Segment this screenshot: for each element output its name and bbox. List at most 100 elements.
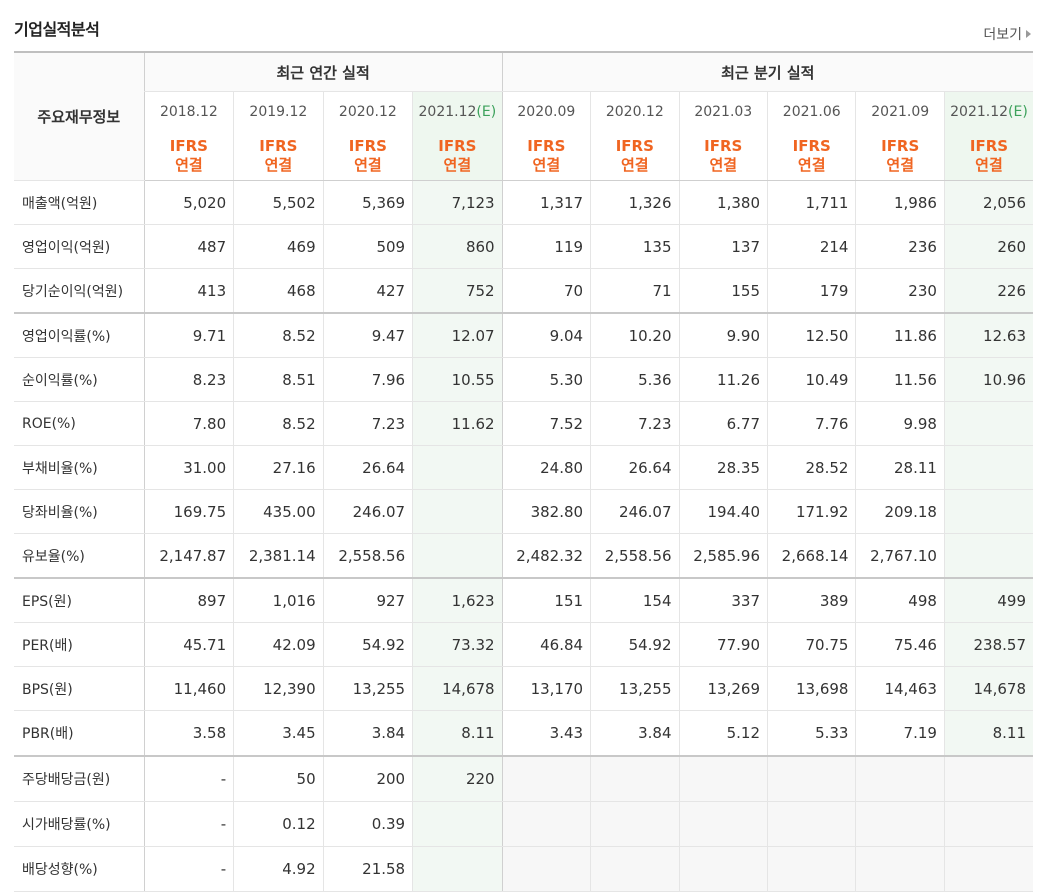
value-cell: 11.56 <box>855 357 945 402</box>
value-cell: 11.26 <box>678 357 768 402</box>
value-cell: 179 <box>766 268 856 314</box>
row-label: 매출액(억원) <box>14 180 145 225</box>
value-cell: 3.58 <box>143 710 234 757</box>
value-cell: 12.07 <box>412 312 503 358</box>
ifrs-label: IFRS <box>704 137 743 155</box>
value-cell <box>943 489 1033 534</box>
value-cell: 5.30 <box>501 357 591 402</box>
value-cell: 171.92 <box>766 489 856 534</box>
value-cell: 70 <box>501 268 591 314</box>
row-label: 순이익률(%) <box>14 357 145 402</box>
row-label: 영업이익(억원) <box>14 224 145 269</box>
value-cell: 2,767.10 <box>855 533 945 579</box>
period-label: 2021.09 <box>871 104 930 120</box>
value-cell: 28.11 <box>855 445 945 490</box>
value-cell <box>678 801 768 847</box>
value-cell: 11.62 <box>412 401 503 446</box>
value-cell: 499 <box>943 577 1033 623</box>
value-cell: 194.40 <box>678 489 768 534</box>
value-cell: 752 <box>412 268 503 314</box>
period-label: 2020.09 <box>517 104 576 120</box>
value-cell: 2,056 <box>943 180 1033 225</box>
period-header: 2021.09 <box>855 91 945 132</box>
value-cell: 2,482.32 <box>501 533 591 579</box>
value-cell <box>590 755 680 802</box>
value-cell: 2,558.56 <box>590 533 680 579</box>
row-label: 배당성향(%) <box>14 846 145 892</box>
value-cell: 9.98 <box>855 401 945 446</box>
value-cell: 9.47 <box>322 312 413 358</box>
value-cell: 12,390 <box>233 666 324 711</box>
value-cell: 27.16 <box>233 445 324 490</box>
value-cell: 3.84 <box>322 710 413 757</box>
period-label: 2021.03 <box>694 104 753 120</box>
value-cell: 7.52 <box>501 401 591 446</box>
value-cell: 236 <box>855 224 945 269</box>
value-cell <box>855 755 945 802</box>
value-cell: 469 <box>233 224 324 269</box>
table-row: 순이익률(%) 8.23 8.51 7.96 10.55 5.30 5.36 11.26 10.… <box>14 357 1033 402</box>
more-link[interactable]: 더보기 <box>983 24 1031 44</box>
consolidated-label: 연결 <box>975 156 1003 174</box>
value-cell: 7,123 <box>412 180 503 225</box>
value-cell: 260 <box>943 224 1033 269</box>
table-row: 매출액(억원) 5,020 5,502 5,369 7,123 1,317 1,326 1,3… <box>14 180 1033 225</box>
value-cell: 10.49 <box>766 357 856 402</box>
table-row: 배당성향(%) -4.92 21.58 <box>14 846 1033 892</box>
value-cell: 155 <box>678 268 768 314</box>
value-cell: 137 <box>678 224 768 269</box>
value-cell <box>943 755 1033 802</box>
value-cell <box>590 801 680 847</box>
value-cell: 10.20 <box>590 312 680 358</box>
table-row: PBR(배) 3.58 3.45 3.84 8.11 3.43 3.84 5.12 5.33 7.… <box>14 710 1033 757</box>
value-cell: - <box>143 755 234 802</box>
period-header: 2020.12 <box>590 91 680 132</box>
value-cell <box>943 801 1033 847</box>
consolidated-label: 연결 <box>709 156 738 174</box>
table-row: 부채비율(%) 31.00 27.16 26.64 24.80 26.64 28.35 28.… <box>14 445 1033 490</box>
row-label: 영업이익률(%) <box>14 312 145 358</box>
ifrs-label: IFRS <box>527 137 566 155</box>
value-cell: 13,269 <box>678 666 768 711</box>
value-cell <box>943 846 1033 892</box>
value-cell: 14,463 <box>855 666 945 711</box>
value-cell: 3.45 <box>233 710 324 757</box>
value-cell: 468 <box>233 268 324 314</box>
value-cell: 46.84 <box>501 622 591 667</box>
chevron-right-icon <box>1026 30 1031 38</box>
accounting-standard-header: IFRS 연결 <box>766 132 856 181</box>
value-cell: 28.35 <box>678 445 768 490</box>
value-cell: 8.23 <box>143 357 234 402</box>
table-row: 유보율(%) 2,147.87 2,381.14 2,558.56 2,482.32 2,… <box>14 533 1033 579</box>
annual-group-header: 최근 연간 실적 <box>143 52 503 92</box>
consolidated-label: 연결 <box>443 156 472 174</box>
ifrs-label: IFRS <box>169 137 208 155</box>
table-row: EPS(원) 897 1,016 927 1,623 151 154 337 389 498 499 <box>14 577 1033 623</box>
value-cell: 0.12 <box>233 801 324 847</box>
value-cell: 1,986 <box>855 180 945 225</box>
value-cell: 230 <box>855 268 945 314</box>
value-cell: 54.92 <box>322 622 413 667</box>
value-cell <box>501 846 591 892</box>
value-cell: 5.36 <box>590 357 680 402</box>
consolidated-label: 연결 <box>797 156 826 174</box>
value-cell <box>501 801 591 847</box>
value-cell <box>943 445 1033 490</box>
value-cell: 1,623 <box>412 577 503 623</box>
period-header: 2020.09 <box>501 91 591 132</box>
value-cell <box>412 801 503 847</box>
row-label: 부채비율(%) <box>14 445 145 490</box>
value-cell: 2,381.14 <box>233 533 324 579</box>
value-cell <box>678 755 768 802</box>
consolidated-label: 연결 <box>354 156 382 174</box>
table-row: 영업이익(억원) 487 469 509 860 119 135 137 214 236 260 <box>14 224 1033 269</box>
value-cell: 169.75 <box>143 489 234 534</box>
value-cell: 220 <box>412 755 503 802</box>
ifrs-label: IFRS <box>259 137 298 155</box>
accounting-standard-header: IFRS 연결 <box>943 132 1033 181</box>
value-cell: 9.04 <box>501 312 591 358</box>
value-cell: 498 <box>855 577 945 623</box>
value-cell: 7.96 <box>322 357 413 402</box>
accounting-standard-header: IFRS 연결 <box>322 132 413 181</box>
value-cell: 5,369 <box>322 180 413 225</box>
